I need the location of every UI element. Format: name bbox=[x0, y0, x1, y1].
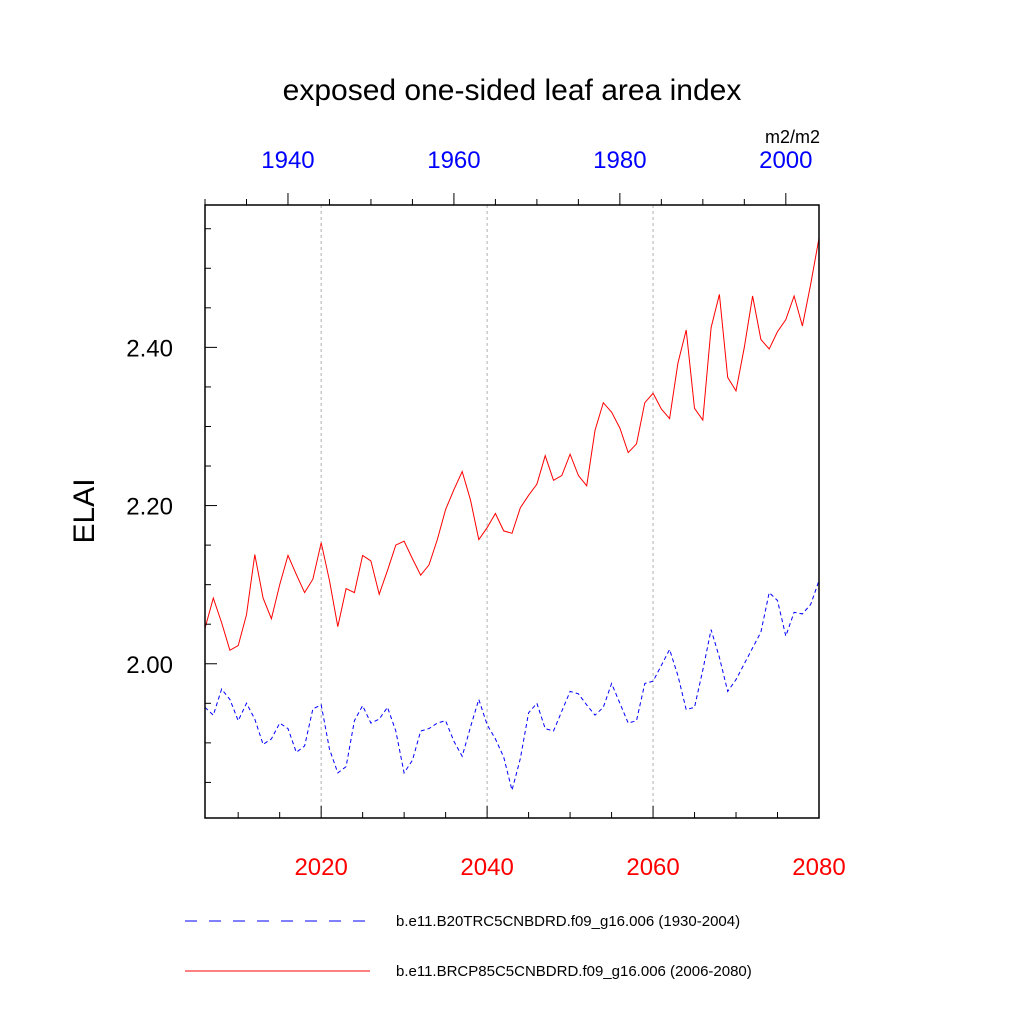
legend-label-future: b.e11.BRCP85C5CNBDRD.f09_g16.006 (2006-2… bbox=[396, 963, 752, 980]
axes: 2020 2040 2060 2080 1940 1960 1980 2000 2.00 2.20… bbox=[126, 147, 845, 881]
bottom-axis-label-2040: 2040 bbox=[460, 854, 513, 881]
bottom-axis-label-2060: 2060 bbox=[626, 854, 679, 881]
legend: b.e11.B20TRC5CNBDRD.f09_g16.006 (1930-20… bbox=[185, 913, 752, 980]
bottom-axis-label-2080: 2080 bbox=[792, 854, 845, 881]
bottom-axis-label-2020: 2020 bbox=[294, 854, 347, 881]
plot-series bbox=[204, 238, 820, 791]
series-line-future bbox=[204, 238, 820, 652]
top-axis-label-1980: 1980 bbox=[593, 147, 646, 174]
legend-label-historical: b.e11.B20TRC5CNBDRD.f09_g16.006 (1930-20… bbox=[396, 913, 740, 930]
series-line-historical bbox=[204, 580, 820, 791]
left-axis-label-2.20: 2.20 bbox=[126, 494, 173, 521]
left-axis-label-2.40: 2.40 bbox=[126, 335, 173, 362]
top-axis-label-2000: 2000 bbox=[759, 147, 812, 174]
grid-lines bbox=[320, 205, 654, 818]
units-label: m2/m2 bbox=[765, 127, 820, 147]
top-axis-label-1940: 1940 bbox=[261, 147, 314, 174]
left-axis-label-2.00: 2.00 bbox=[126, 652, 173, 679]
top-axis-label-1960: 1960 bbox=[427, 147, 480, 174]
chart-title: exposed one-sided leaf area index bbox=[283, 74, 742, 107]
plot-frame bbox=[204, 204, 820, 819]
y-axis-label: ELAI bbox=[68, 478, 101, 543]
